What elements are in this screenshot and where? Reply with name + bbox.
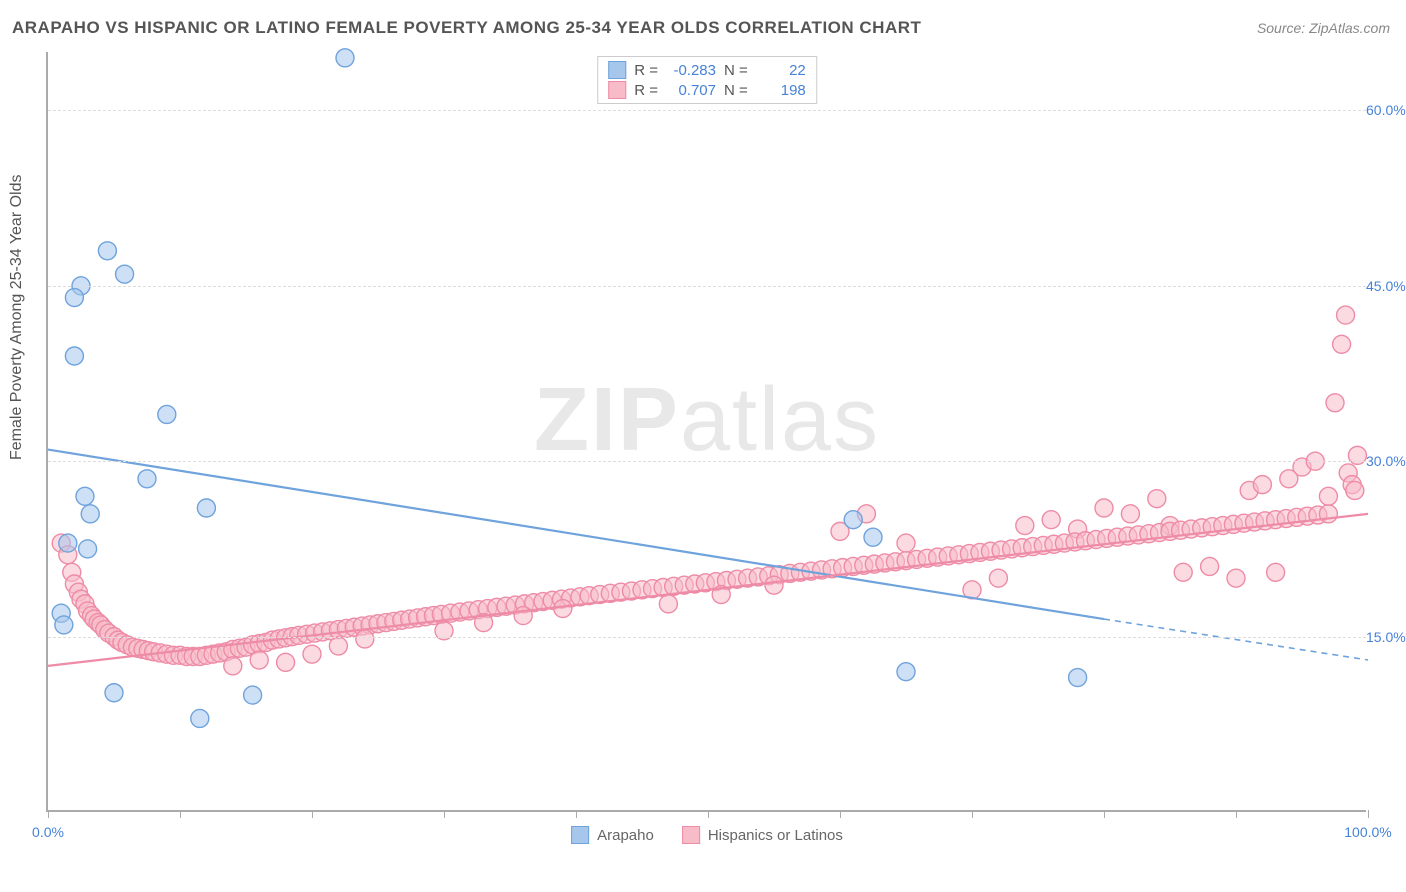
scatter-point — [138, 470, 156, 488]
scatter-point — [897, 663, 915, 681]
gridline — [48, 637, 1366, 638]
legend-item-hispanic: Hispanics or Latinos — [682, 826, 843, 844]
gridline — [48, 110, 1366, 111]
x-tick — [180, 810, 181, 818]
y-tick-label: 60.0% — [1366, 102, 1406, 118]
legend-correlation-box: R = -0.283 N = 22 R = 0.707 N = 198 — [597, 56, 817, 104]
legend-row-arapaho: R = -0.283 N = 22 — [608, 61, 806, 79]
scatter-point — [514, 607, 532, 625]
x-tick-label: 0.0% — [32, 824, 64, 840]
chart-title: ARAPAHO VS HISPANIC OR LATINO FEMALE POV… — [12, 18, 921, 38]
n-label: N = — [724, 82, 748, 99]
legend-label-hispanic: Hispanics or Latinos — [708, 827, 843, 844]
x-tick — [444, 810, 445, 818]
scatter-point — [659, 595, 677, 613]
x-tick — [840, 810, 841, 818]
swatch-arapaho — [571, 826, 589, 844]
x-tick — [708, 810, 709, 818]
scatter-point — [244, 686, 262, 704]
scatter-point — [191, 709, 209, 727]
scatter-point — [1174, 563, 1192, 581]
y-tick-label: 45.0% — [1366, 278, 1406, 294]
r-label: R = — [634, 82, 658, 99]
scatter-point — [1042, 511, 1060, 529]
scatter-point — [65, 347, 83, 365]
scatter-point — [1337, 306, 1355, 324]
scatter-point — [197, 499, 215, 517]
scatter-point — [1201, 557, 1219, 575]
scatter-point — [336, 49, 354, 67]
scatter-point — [116, 265, 134, 283]
n-value-arapaho: 22 — [756, 62, 806, 79]
scatter-point — [1253, 476, 1271, 494]
x-tick — [312, 810, 313, 818]
legend-label-arapaho: Arapaho — [597, 827, 654, 844]
correlation-chart: ARAPAHO VS HISPANIC OR LATINO FEMALE POV… — [0, 0, 1406, 892]
y-tick-label: 30.0% — [1366, 453, 1406, 469]
scatter-point — [1016, 517, 1034, 535]
swatch-arapaho — [608, 61, 626, 79]
scatter-point — [1121, 505, 1139, 523]
gridline — [48, 286, 1366, 287]
x-tick — [576, 810, 577, 818]
scatter-point — [1148, 490, 1166, 508]
scatter-point — [65, 289, 83, 307]
y-tick-label: 15.0% — [1366, 629, 1406, 645]
swatch-hispanic — [608, 81, 626, 99]
scatter-point — [844, 511, 862, 529]
scatter-point — [1227, 569, 1245, 587]
chart-source: Source: ZipAtlas.com — [1257, 20, 1390, 36]
scatter-point — [1346, 481, 1364, 499]
scatter-point — [989, 569, 1007, 587]
gridline — [48, 461, 1366, 462]
scatter-point — [897, 534, 915, 552]
scatter-point — [59, 534, 77, 552]
scatter-point — [277, 653, 295, 671]
r-value-hispanic: 0.707 — [666, 82, 716, 99]
n-label: N = — [724, 62, 748, 79]
scatter-point — [554, 600, 572, 618]
r-label: R = — [634, 62, 658, 79]
swatch-hispanic — [682, 826, 700, 844]
scatter-point — [1069, 669, 1087, 687]
scatter-point — [1267, 563, 1285, 581]
scatter-point — [1095, 499, 1113, 517]
scatter-point — [1333, 335, 1351, 353]
x-tick-label: 100.0% — [1344, 824, 1391, 840]
scatter-point — [356, 630, 374, 648]
scatter-point — [81, 505, 99, 523]
scatter-point — [250, 651, 268, 669]
scatter-point — [158, 405, 176, 423]
r-value-arapaho: -0.283 — [666, 62, 716, 79]
x-tick — [1236, 810, 1237, 818]
scatter-svg — [48, 52, 1366, 810]
x-tick — [1368, 810, 1369, 818]
scatter-point — [55, 616, 73, 634]
legend-bottom: Arapaho Hispanics or Latinos — [571, 826, 843, 844]
scatter-point — [864, 528, 882, 546]
scatter-point — [79, 540, 97, 558]
scatter-point — [76, 487, 94, 505]
scatter-point — [765, 576, 783, 594]
x-tick — [48, 810, 49, 818]
y-axis-label: Female Poverty Among 25-34 Year Olds — [8, 175, 26, 461]
x-tick — [972, 810, 973, 818]
scatter-point — [329, 637, 347, 655]
legend-row-hispanic: R = 0.707 N = 198 — [608, 81, 806, 99]
scatter-point — [224, 657, 242, 675]
scatter-point — [303, 645, 321, 663]
trend-line-extrapolated — [1104, 619, 1368, 660]
n-value-hispanic: 198 — [756, 82, 806, 99]
x-tick — [1104, 810, 1105, 818]
legend-item-arapaho: Arapaho — [571, 826, 654, 844]
scatter-point — [105, 684, 123, 702]
scatter-point — [1326, 394, 1344, 412]
trend-line — [48, 514, 1368, 666]
scatter-point — [1319, 487, 1337, 505]
plot-area: ZIPatlas R = -0.283 N = 22 R = 0.707 N =… — [46, 52, 1366, 812]
scatter-point — [98, 242, 116, 260]
